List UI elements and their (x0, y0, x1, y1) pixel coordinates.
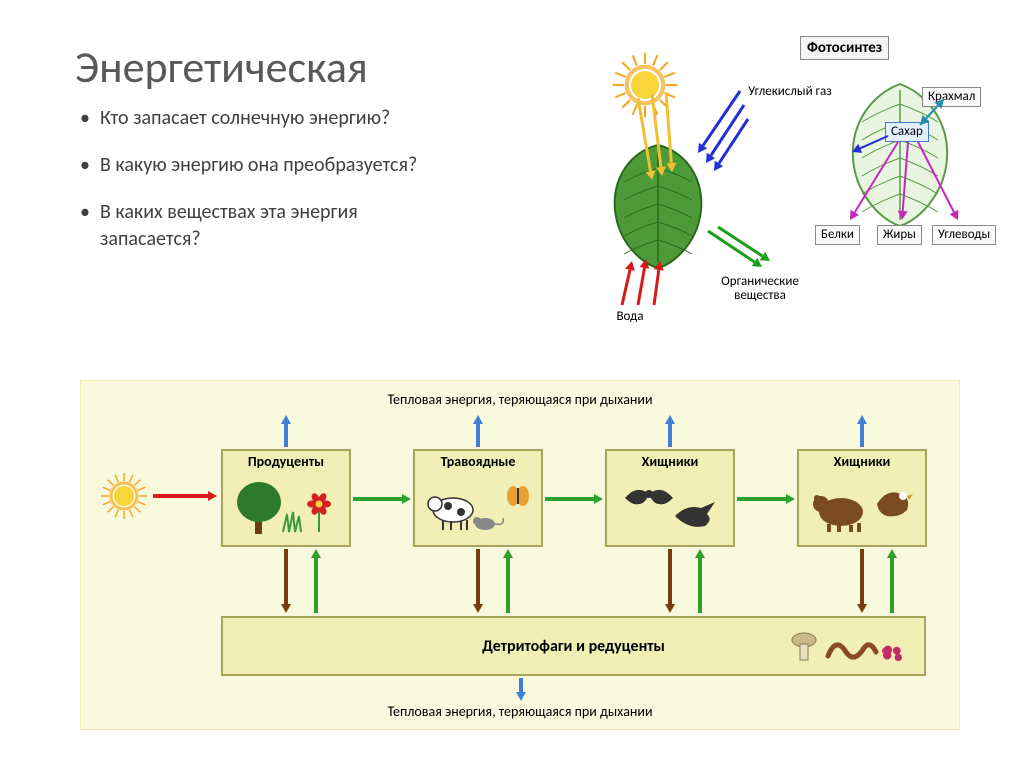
organic-label: Органические вещества (710, 275, 810, 304)
bullet-item: • В каких веществах эта энергия запасает… (80, 199, 440, 253)
bullet-text: В каких веществах эта энергия запасается… (100, 199, 440, 253)
water-label: Вода (605, 310, 655, 324)
bullet-item: • Кто запасает солнечную энергию? (80, 105, 440, 132)
bullet-item: • В какую энергию она преобразуется? (80, 152, 440, 179)
flow-arrows (81, 381, 961, 731)
bullet-dot: • (80, 152, 90, 179)
co2-arrows (680, 85, 750, 175)
organic-arrows (700, 225, 780, 275)
bullet-dot: • (80, 199, 90, 253)
photosynthesis-diagram: Фотосинтез Углекислый газ Вода Органичес… (560, 30, 990, 340)
water-arrows (610, 255, 680, 310)
co2-label: Углекислый газ (745, 85, 835, 99)
bullet-text: В какую энергию она преобразуется? (100, 152, 417, 179)
food-chain-diagram: Тепловая энергия, теряющаяся при дыхании… (80, 380, 960, 730)
bullet-list: • Кто запасает солнечную энергию? • В ка… (80, 105, 440, 273)
bullet-text: Кто запасает солнечную энергию? (100, 105, 390, 132)
bullet-dot: • (80, 105, 90, 132)
slide-title: Энергетическая (75, 40, 368, 94)
photosynthesis-title: Фотосинтез (800, 36, 889, 60)
sugar-arrows (840, 90, 990, 230)
